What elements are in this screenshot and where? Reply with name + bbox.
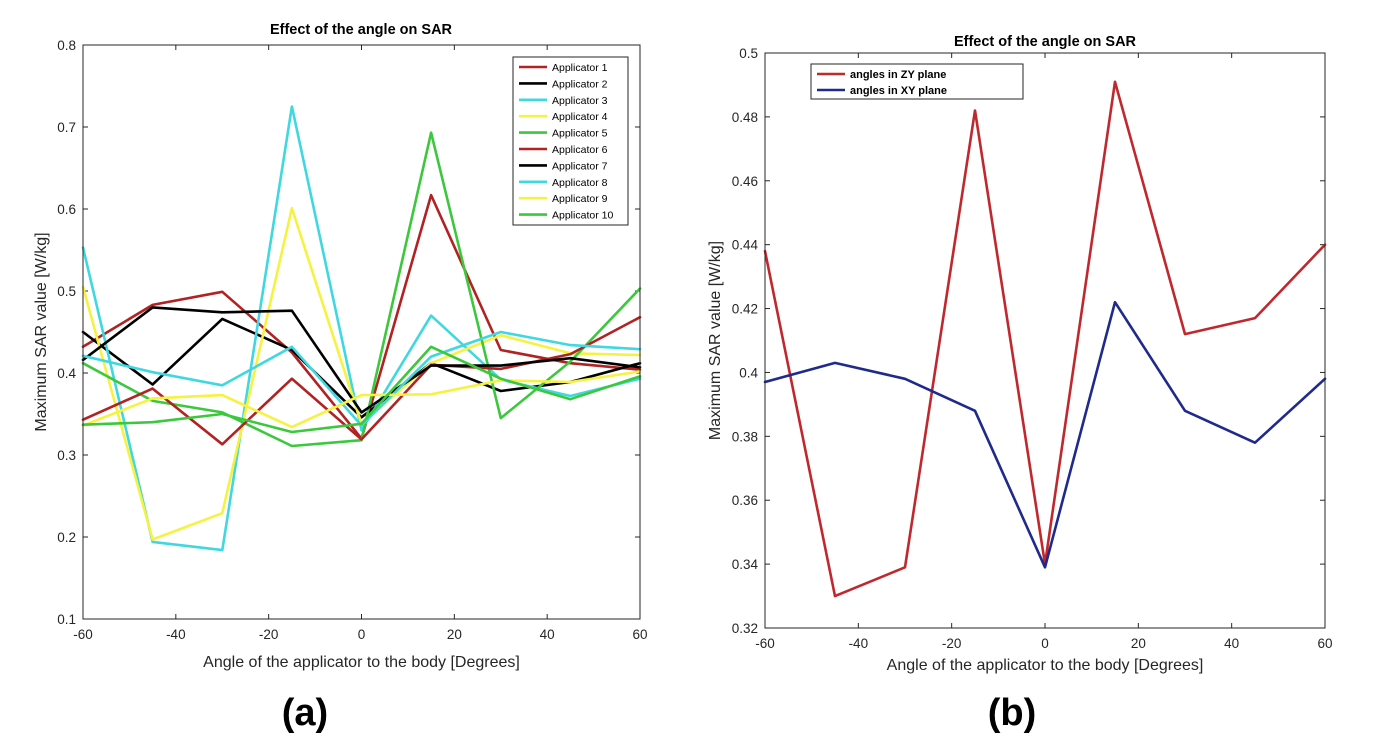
legend-label-2: Applicator 2 xyxy=(552,78,608,90)
x-tick-label: 0 xyxy=(1041,636,1049,651)
plot-area xyxy=(765,53,1325,628)
chart-title: Effect of the angle on SAR xyxy=(270,22,453,38)
legend-label-2: angles in XY plane xyxy=(850,85,947,97)
legend-label-1: angles in ZY plane xyxy=(850,69,946,81)
y-tick-label: 0.36 xyxy=(732,493,758,508)
y-tick-label: 0.3 xyxy=(57,448,76,463)
legend-label-3: Applicator 3 xyxy=(552,95,608,107)
panel-label-a: (a) xyxy=(282,692,328,734)
legend: Applicator 1 Applicator 2 Applicator 3 Appl… xyxy=(512,56,629,226)
y-tick-label: 0.42 xyxy=(732,302,758,317)
y-tick-label: 0.38 xyxy=(732,429,758,444)
legend-label-10: Applicator 10 xyxy=(552,210,613,222)
series-line-2 xyxy=(763,300,1327,569)
series-line-6 xyxy=(81,315,642,446)
legend-label-5: Applicator 5 xyxy=(552,128,608,140)
panel-label-b: (b) xyxy=(988,692,1037,734)
y-tick-label: 0.7 xyxy=(57,120,76,135)
x-axis-label: Angle of the applicator to the body [Deg… xyxy=(887,657,1204,674)
series-line-3 xyxy=(81,105,642,552)
legend-label-7: Applicator 7 xyxy=(552,160,608,172)
y-tick-label: 0.1 xyxy=(57,612,76,627)
y-axis-label: Maximum SAR value [W/kg] xyxy=(707,241,724,440)
axes-box xyxy=(764,52,1326,629)
series-line-7 xyxy=(81,306,642,414)
y-tick-label: 0.5 xyxy=(57,284,76,299)
y-tick-label: 0.44 xyxy=(732,238,759,253)
y-tick-label: 0.4 xyxy=(739,365,758,380)
y-tick-label: 0.46 xyxy=(732,174,758,189)
series-line-10 xyxy=(81,345,642,434)
y-tick-label: 0.5 xyxy=(739,46,758,61)
y-tick-label: 0.8 xyxy=(57,38,76,53)
legend-label-6: Applicator 6 xyxy=(552,144,608,156)
y-tick-label: 0.4 xyxy=(57,366,76,381)
legend-label-9: Applicator 9 xyxy=(552,193,608,205)
y-tick-label: 0.2 xyxy=(57,530,76,545)
chart-b: -60 -40 -20 0 20 40 60 0.32 0.34 0.36 0.38 0.4 0.42 0… xyxy=(707,34,1333,674)
series-line-9 xyxy=(81,370,642,429)
x-tick-label: 20 xyxy=(447,627,462,642)
x-tick-label: 20 xyxy=(1131,636,1146,651)
y-tick-label: 0.34 xyxy=(732,557,759,572)
axes-box xyxy=(82,44,641,620)
x-tick-label: -40 xyxy=(166,627,186,642)
legend-box xyxy=(810,63,1024,100)
x-tick-label: 40 xyxy=(540,627,555,642)
x-tick-label: 40 xyxy=(1224,636,1239,651)
x-tick-label: -20 xyxy=(259,627,279,642)
chart-a: -60 -40 -20 0 20 40 60 0.1 0.2 0.3 0.4 0.5 0.6 0.7 0.8… xyxy=(33,22,648,671)
series-line-2 xyxy=(81,317,642,419)
y-tick-label: 0.32 xyxy=(732,621,758,636)
x-axis-label: Angle of the applicator to the body [Deg… xyxy=(203,654,520,671)
chart-title: Effect of the angle on SAR xyxy=(954,34,1137,50)
series-line-8 xyxy=(81,330,642,427)
x-tick-label: -60 xyxy=(755,636,775,651)
x-tick-label: -60 xyxy=(73,627,93,642)
y-axis-label: Maximum SAR value [W/kg] xyxy=(33,232,50,431)
legend-label-1: Applicator 1 xyxy=(552,62,608,74)
x-tick-label: 60 xyxy=(632,627,647,642)
x-tick-label: 60 xyxy=(1317,636,1332,651)
legend-label-4: Applicator 4 xyxy=(552,111,608,123)
legend-label-8: Applicator 8 xyxy=(552,177,608,189)
x-tick-label: -20 xyxy=(942,636,962,651)
y-tick-label: 0.6 xyxy=(57,202,76,217)
x-tick-label: -40 xyxy=(849,636,869,651)
x-tick-label: 0 xyxy=(358,627,366,642)
legend: angles in ZY plane angles in XY plane xyxy=(810,63,1024,100)
y-tick-label: 0.48 xyxy=(732,110,758,125)
